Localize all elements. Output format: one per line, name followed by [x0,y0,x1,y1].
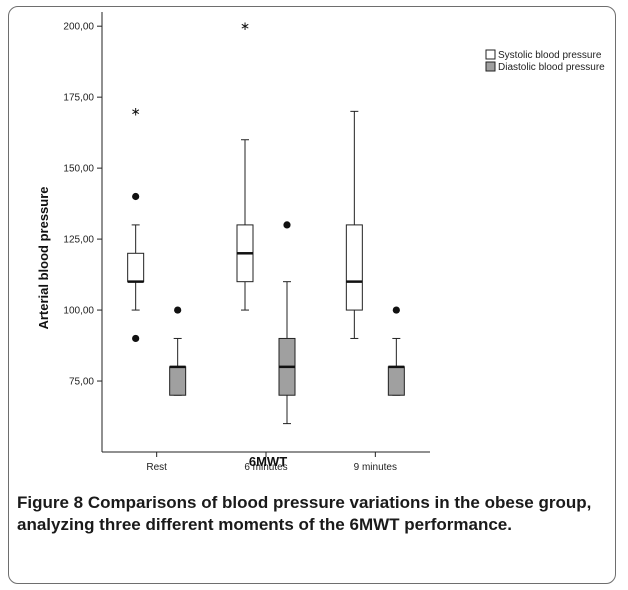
y-axis-title: Arterial blood pressure [36,186,51,329]
box-diastolic [169,306,187,396]
y-tick-label: 75,00 [69,377,94,388]
extreme-point: ∗ [240,19,250,33]
figure-frame [8,6,616,584]
box-iqr [127,252,145,283]
y-tick-label: 175,00 [63,93,94,104]
figure-caption: Figure 8 Comparisons of blood pressure v… [17,492,607,536]
x-tick-label: 9 minutes [354,462,397,473]
box-diastolic [387,306,405,396]
y-axis-ticks: 75,00 100,00 125,00 150,00 175,00 200,00 [63,22,102,388]
chart-boxes: ∗∗ [127,19,405,425]
caption-label: Figure 8 [17,493,84,512]
x-axis-title: 6MWT [249,454,287,469]
y-tick-label: 150,00 [63,164,94,175]
chart-axes [101,12,430,453]
y-tick-label: 125,00 [63,235,94,246]
caption-text: Comparisons of blood pressure variations… [17,493,592,534]
legend-swatch [485,61,496,72]
outlier-point [132,192,140,201]
box-systolic: ∗ [127,104,145,343]
legend-swatch [485,49,496,60]
box-iqr [387,366,405,396]
outlier-point [392,306,400,314]
box-iqr [169,366,187,396]
outlier-point [132,334,140,343]
outlier-point [283,221,291,229]
legend-label: Systolic blood pressure [498,50,602,61]
x-axis-ticks: Rest 6 minutes 9 minutes [146,452,397,473]
box-diastolic [278,221,296,425]
box-systolic: ∗ [236,19,254,311]
extreme-point: ∗ [131,104,141,118]
legend-label: Diastolic blood pressure [498,62,605,73]
x-tick-label: 6 minutes [244,462,287,473]
box-iqr [345,224,363,311]
outlier-point [174,306,182,314]
box-systolic [345,110,363,339]
y-tick-label: 200,00 [63,22,94,33]
x-tick-label: Rest [146,462,167,473]
y-tick-label: 100,00 [63,306,94,317]
